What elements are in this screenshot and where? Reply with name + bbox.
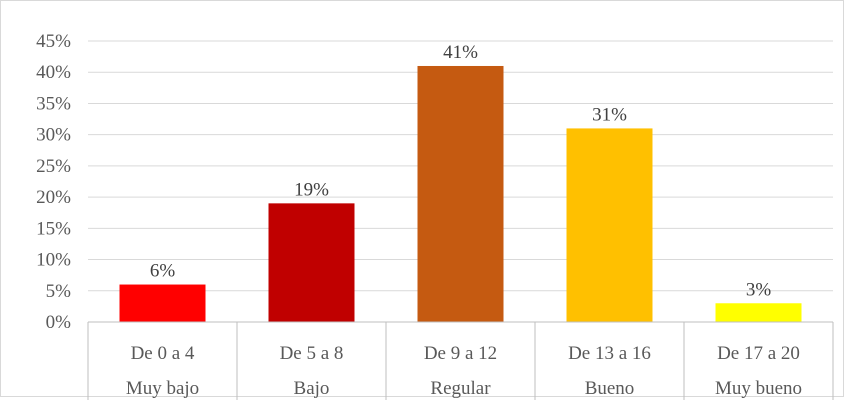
category-label: De 0 a 4 [131,343,195,364]
category-label: De 17 a 20 [717,343,800,364]
y-axis-tick-labels: 0% 5% 10% 15% 20% 25% 30% 35% 40% 45% [36,31,71,333]
y-tick-label: 25% [36,156,71,177]
data-label: 31% [592,104,627,125]
subcategory-label: Muy bajo [126,378,199,399]
y-tick-label: 45% [36,31,71,52]
y-tick-label: 0% [46,312,72,333]
y-tick-label: 40% [36,62,71,83]
bar-3 [417,65,504,322]
subcategory-label: Muy bueno [715,378,802,399]
category-label: De 13 a 16 [568,343,651,364]
x-axis [87,321,834,400]
y-tick-label: 10% [36,250,71,271]
bar-2 [268,203,355,322]
bars [119,65,802,322]
y-tick-label: 20% [36,187,71,208]
data-label: 19% [294,179,329,200]
data-label: 3% [746,279,772,300]
y-tick-label: 5% [46,281,72,302]
y-tick-label: 35% [36,93,71,114]
bar-4 [566,128,653,322]
data-labels: 6% 19% 41% 31% 3% [150,42,772,300]
x-axis-category-labels: De 0 a 4 Muy bajo De 5 a 8 Bajo De 9 a 12 Reg… [126,343,802,399]
subcategory-label: Bueno [585,378,635,399]
subcategory-label: Bajo [294,378,330,399]
category-label: De 9 a 12 [424,343,497,364]
data-label: 6% [150,261,176,282]
category-label: De 5 a 8 [280,343,344,364]
bar-5 [715,303,802,322]
bar-1 [119,284,206,322]
y-tick-label: 30% [36,125,71,146]
subcategory-label: Regular [430,378,491,399]
y-tick-label: 15% [36,218,71,239]
data-label: 41% [443,42,478,63]
